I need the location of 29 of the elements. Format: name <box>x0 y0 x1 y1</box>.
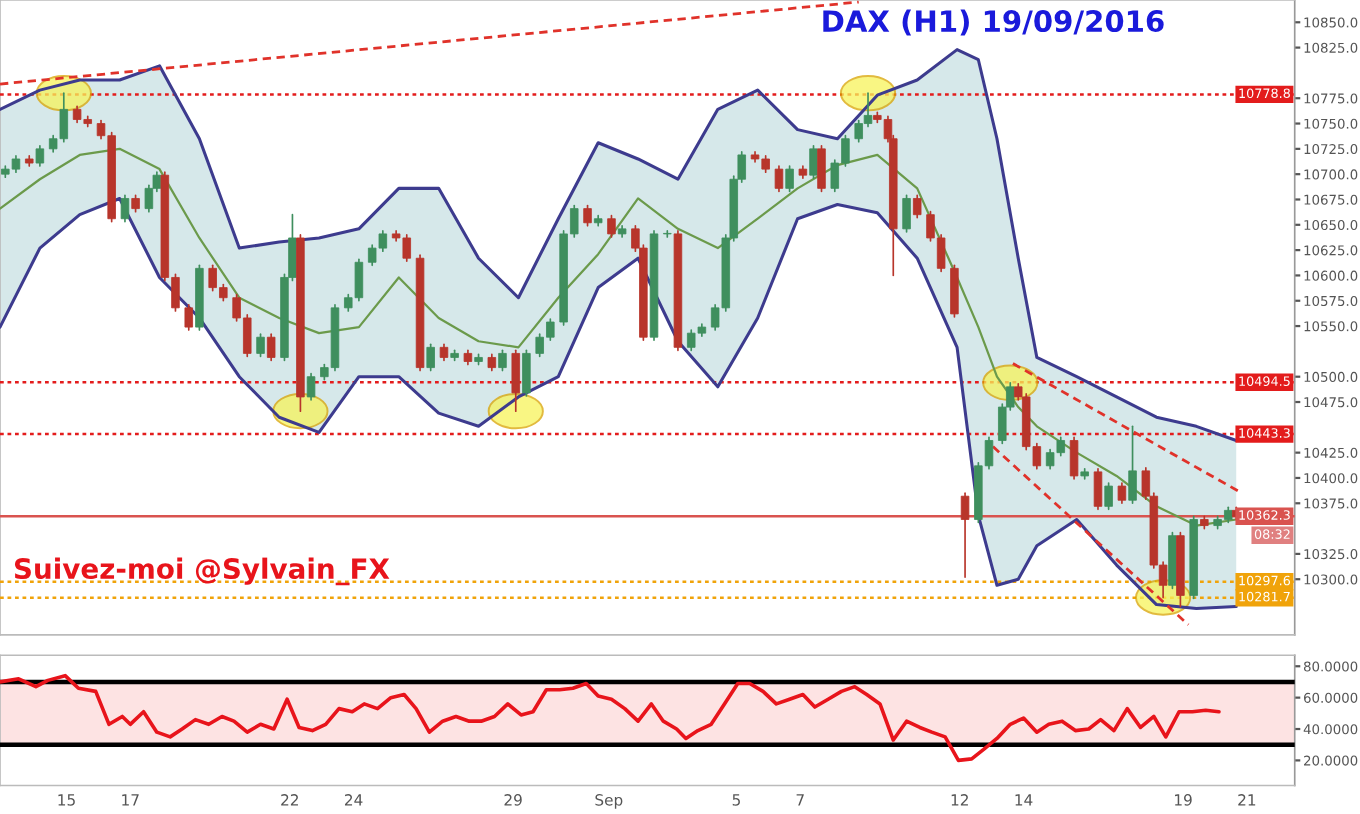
candlestick <box>1093 468 1103 511</box>
candlestick <box>498 349 507 372</box>
candlestick <box>120 194 130 223</box>
candlestick <box>184 303 194 331</box>
chart-title: DAX (H1) 19/09/2016 <box>823 9 1164 36</box>
candlestick <box>960 492 970 579</box>
candlestick <box>607 214 616 238</box>
candlestick <box>511 349 521 412</box>
candlestick <box>663 230 672 238</box>
candlestick <box>35 144 45 167</box>
candlestick <box>809 144 818 180</box>
candlestick <box>785 165 794 193</box>
candlestick <box>774 165 784 193</box>
candlestick <box>1069 436 1079 480</box>
candlestick <box>583 204 592 227</box>
candlestick <box>256 333 265 358</box>
candlestick <box>426 343 435 372</box>
line-series <box>0 673 1221 763</box>
candlestick <box>306 372 316 401</box>
candlestick <box>817 144 826 193</box>
candlestick <box>266 333 276 362</box>
candlestick <box>1104 482 1113 511</box>
candlestick <box>522 349 531 397</box>
candlestick <box>902 194 911 233</box>
annotation: Suivez-moi @Sylvain_FX <box>14 557 390 586</box>
candlestick <box>1117 482 1127 505</box>
candlestick <box>950 264 959 318</box>
candlestick <box>1128 425 1137 505</box>
candlestick <box>912 194 922 219</box>
